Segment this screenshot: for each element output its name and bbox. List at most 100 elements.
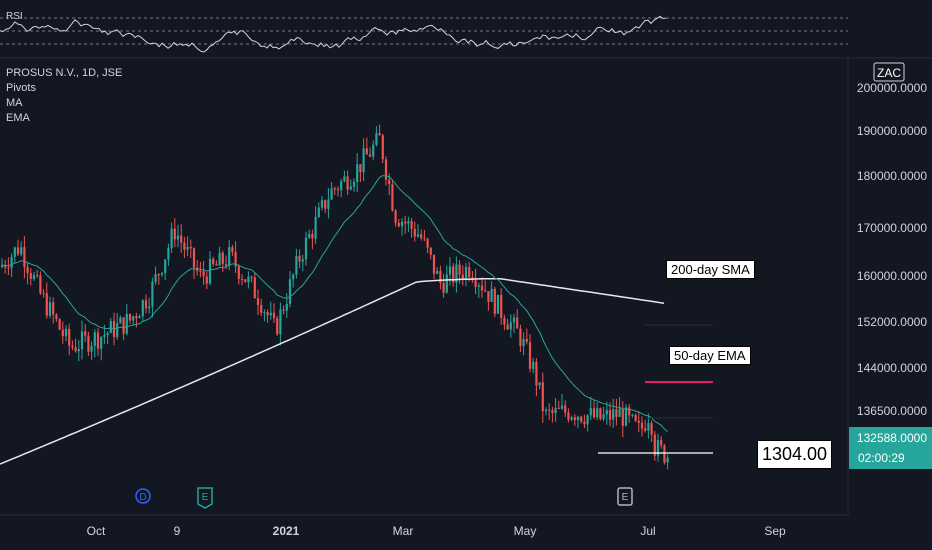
- candle-body: [442, 282, 445, 293]
- last-price-badge: 132588.0000 02:00:29: [849, 427, 932, 469]
- candle-body: [541, 382, 544, 412]
- candle-body: [612, 409, 615, 420]
- candle-body: [455, 264, 458, 283]
- price-callout: 1304.00: [757, 440, 833, 469]
- candle-body: [589, 408, 592, 416]
- rsi-label: RSI: [6, 11, 23, 22]
- candle-body: [375, 133, 378, 145]
- candle-body: [317, 207, 320, 218]
- y-tick: 170000.0000: [857, 221, 927, 235]
- candle-body: [381, 135, 384, 160]
- candle-body: [644, 428, 647, 431]
- y-tick: 190000.0000: [857, 124, 927, 138]
- candle-body: [250, 276, 253, 278]
- candle-body: [346, 176, 349, 190]
- candle-body: [487, 291, 490, 302]
- candle-body: [516, 317, 519, 329]
- y-axis: 200000.0000 190000.0000 180000.0000 1700…: [847, 58, 927, 515]
- candle-body: [132, 316, 135, 321]
- candle-body: [391, 184, 394, 211]
- x-tick: Mar: [393, 524, 414, 538]
- candle-body: [144, 300, 148, 309]
- svg-text:E: E: [202, 492, 209, 503]
- candle-body: [71, 345, 74, 348]
- candle-body: [660, 440, 663, 446]
- candle-body: [653, 434, 656, 456]
- candle-body: [48, 302, 52, 316]
- ema-annotation: 50-day EMA: [669, 346, 751, 365]
- candle-body: [180, 235, 183, 243]
- candle-body: [10, 256, 13, 269]
- y-tick: 152000.0000: [857, 315, 927, 329]
- candle-body: [202, 271, 205, 277]
- event-marker-earnings-upcoming[interactable]: E: [617, 487, 633, 506]
- indicator-pivots: Pivots: [6, 82, 36, 94]
- candle-body: [221, 252, 224, 265]
- candle-body: [45, 293, 48, 316]
- candle-body: [205, 276, 208, 284]
- candle-body: [372, 144, 375, 157]
- candle-body: [410, 221, 413, 229]
- candle-body: [503, 317, 506, 325]
- y-tick: 136500.0000: [857, 404, 927, 418]
- candle-body: [29, 273, 32, 280]
- candle-body: [359, 164, 362, 173]
- currency-box[interactable]: ZAC: [873, 62, 905, 82]
- svg-text:D: D: [139, 492, 146, 503]
- candle-body: [551, 410, 554, 414]
- candle-body: [628, 407, 631, 416]
- candle-body: [599, 408, 602, 420]
- x-tick: Sep: [764, 524, 786, 538]
- candle-body: [352, 181, 356, 187]
- y-tick: 200000.0000: [857, 81, 927, 95]
- candle-body: [500, 294, 503, 318]
- candle-body: [100, 337, 103, 349]
- candle-body: [474, 280, 477, 287]
- candle-body: [164, 259, 167, 273]
- candle-body: [231, 247, 234, 252]
- sma-annotation: 200-day SMA: [666, 260, 755, 279]
- candle-body: [586, 415, 589, 425]
- candle-body: [138, 316, 141, 319]
- candle-body: [327, 199, 330, 209]
- candle-body: [52, 302, 55, 315]
- event-marker-dividend[interactable]: D: [135, 488, 151, 504]
- candle-body: [0, 265, 4, 268]
- rsi-pane: RSI: [0, 11, 848, 53]
- ema-50-line: [1, 175, 668, 432]
- candle-body: [608, 410, 612, 420]
- candle-body: [580, 416, 583, 422]
- candle-body: [272, 312, 276, 319]
- candle-body: [356, 164, 359, 182]
- candle-body: [80, 331, 84, 350]
- event-marker-earnings[interactable]: E: [197, 487, 213, 509]
- candle-body: [160, 272, 164, 275]
- candle-body: [103, 334, 106, 338]
- candle-body: [311, 234, 314, 239]
- candle-body: [128, 314, 132, 321]
- candle-body: [624, 407, 628, 426]
- candle-body: [154, 274, 157, 282]
- candle-body: [544, 409, 548, 412]
- candle-body: [285, 303, 288, 311]
- candle-body: [260, 305, 263, 313]
- x-tick: May: [514, 524, 537, 538]
- candle-body: [77, 349, 80, 352]
- candle-body: [141, 300, 144, 317]
- candle-body: [32, 275, 36, 280]
- candle-body: [298, 256, 301, 262]
- candle-body: [407, 221, 410, 224]
- candle-body: [90, 346, 93, 352]
- candle-body: [26, 267, 29, 274]
- candle-body: [404, 221, 407, 224]
- candle-body: [96, 332, 100, 349]
- candle-body: [576, 416, 580, 421]
- svg-text:E: E: [622, 492, 629, 503]
- candle-body: [336, 189, 340, 191]
- candle-body: [506, 324, 509, 330]
- candle-body: [480, 285, 484, 291]
- candle-body: [349, 186, 352, 190]
- candle-body: [416, 234, 420, 237]
- candle-body: [215, 264, 218, 266]
